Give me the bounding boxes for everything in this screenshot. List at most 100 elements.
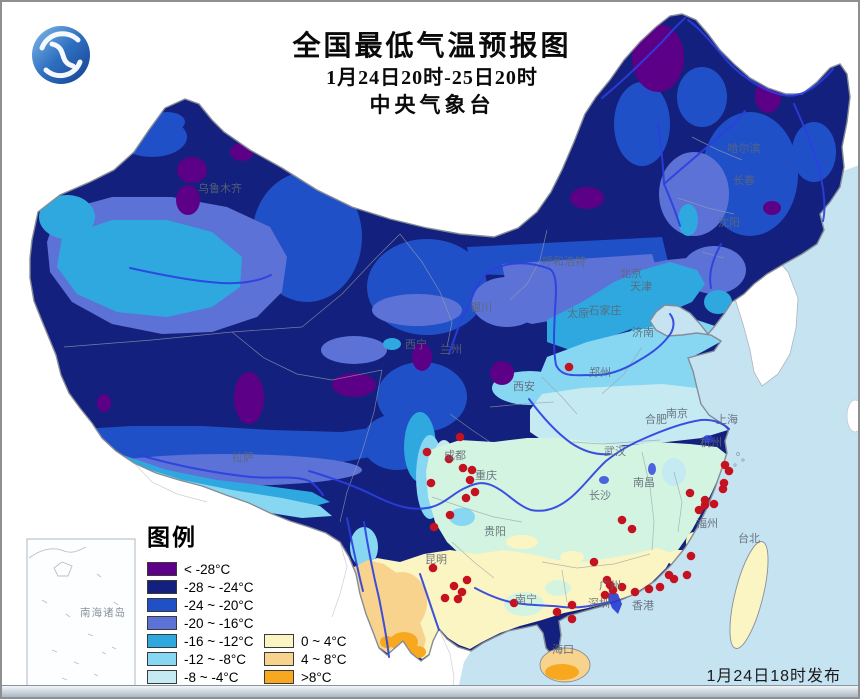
city-label: 成都 [444, 449, 466, 462]
record-station-dot [455, 432, 465, 442]
legend-item: 0 ~ 4°C [264, 632, 423, 650]
city-label: 上海 [716, 412, 738, 426]
record-station-dot [444, 454, 454, 464]
legend-column-1: < -28°C -28 ~ -24°C -24 ~ -20°C -20 ~ -16°C… [147, 560, 254, 697]
city-label: 南宁 [515, 592, 537, 606]
legend-swatch [147, 562, 177, 576]
city-label: 深圳 [588, 597, 610, 610]
record-station-dot [724, 466, 734, 476]
record-station-dot [453, 594, 463, 604]
legend-swatch [147, 580, 177, 594]
record-station-dot [429, 522, 439, 532]
record-station-dot [600, 590, 610, 600]
pearl-estuary [608, 590, 622, 614]
city-label: 南昌 [633, 476, 655, 489]
record-station-dot [428, 563, 438, 573]
legend-swatch [147, 634, 177, 648]
legend-item: >8°C [264, 668, 423, 686]
record-station-dot [627, 524, 637, 534]
legend-label: 4 ~ 8°C [301, 651, 347, 667]
zhoushan-islands [733, 452, 745, 467]
city-label: 郑州 [589, 365, 611, 379]
record-station-dot [422, 447, 432, 457]
record-station-dot [457, 587, 467, 597]
legend-swatch [147, 652, 177, 666]
record-station-dot [445, 510, 455, 520]
city-label: 昆明 [425, 553, 447, 566]
city-label: 杭州 [700, 435, 722, 449]
lakes [599, 435, 713, 484]
record-station-dot [630, 587, 640, 597]
record-station-dot [718, 484, 728, 494]
city-label: 拉萨 [232, 450, 254, 464]
record-station-dot [700, 500, 710, 510]
legend-label: -28 ~ -24°C [184, 579, 254, 595]
record-stations-layer [422, 362, 734, 624]
legend: 图例 < -28°C -28 ~ -24°C -24 ~ -20°C -20 ~ -1… [147, 518, 477, 697]
legend-swatch [264, 652, 294, 666]
record-station-dot [685, 488, 695, 498]
record-station-dot [617, 515, 627, 525]
legend-swatch [147, 598, 177, 612]
legend-item: -24 ~ -20°C [147, 596, 254, 614]
legend-item: -28 ~ -24°C [147, 578, 254, 596]
legend-item: 4 ~ 8°C [264, 650, 423, 668]
city-label: 香港 [632, 599, 654, 612]
bottom-window-edge [2, 685, 858, 697]
record-station-dot [682, 570, 692, 580]
record-station-dot [461, 493, 471, 503]
city-label: 贵阳 [484, 525, 506, 538]
cma-logo [28, 22, 94, 88]
city-label: 南京 [666, 406, 688, 420]
legend-item: < -28°C [147, 560, 254, 578]
record-station-dot [564, 362, 574, 372]
city-label: 长沙 [589, 489, 611, 502]
city-label: 武汉 [604, 445, 626, 458]
city-label: 呼和浩特 [542, 254, 586, 268]
record-station-dot [467, 465, 477, 475]
record-station-dot [608, 585, 618, 595]
legend-label: -8 ~ -4°C [184, 669, 239, 685]
legend-label: -24 ~ -20°C [184, 597, 254, 613]
record-station-dot [709, 499, 719, 509]
city-label: 西宁 [405, 337, 427, 351]
legend-swatch [147, 670, 177, 684]
record-station-dot [509, 598, 519, 608]
taiwan-island [729, 541, 769, 649]
city-label: 哈尔滨 [728, 141, 761, 155]
record-station-dot [669, 574, 679, 584]
record-station-dot [644, 584, 654, 594]
city-label: 乌鲁木齐 [198, 181, 242, 195]
city-label: 合肥 [645, 412, 667, 426]
record-station-dot [686, 551, 696, 561]
city-label: 重庆 [475, 468, 497, 482]
city-label: 太原 [567, 307, 589, 320]
city-label: 兰州 [440, 343, 462, 356]
legend-label: -16 ~ -12°C [184, 633, 254, 649]
legend-label: -20 ~ -16°C [184, 615, 254, 631]
record-station-dot [458, 463, 468, 473]
record-station-dot [617, 582, 627, 592]
record-station-dot [567, 614, 577, 624]
city-label: 海口 [552, 642, 574, 656]
legend-item: -8 ~ -4°C [147, 668, 254, 686]
city-label: 长春 [733, 174, 755, 187]
hainan-island [539, 647, 591, 683]
record-station-dot [694, 505, 704, 515]
legend-item: -20 ~ -16°C [147, 614, 254, 632]
record-station-dot [462, 575, 472, 585]
city-label: 银川 [470, 300, 492, 314]
record-station-dot [470, 487, 480, 497]
rivers [129, 17, 834, 658]
inset-label: 南海诸岛 [80, 606, 126, 619]
legend-label: < -28°C [184, 561, 231, 577]
china-border [29, 13, 851, 662]
city-label: 天津 [630, 280, 652, 293]
legend-label: >8°C [301, 669, 332, 685]
legend-label: 0 ~ 4°C [301, 633, 347, 649]
city-label: 沈阳 [718, 215, 740, 229]
record-station-dot [440, 593, 450, 603]
